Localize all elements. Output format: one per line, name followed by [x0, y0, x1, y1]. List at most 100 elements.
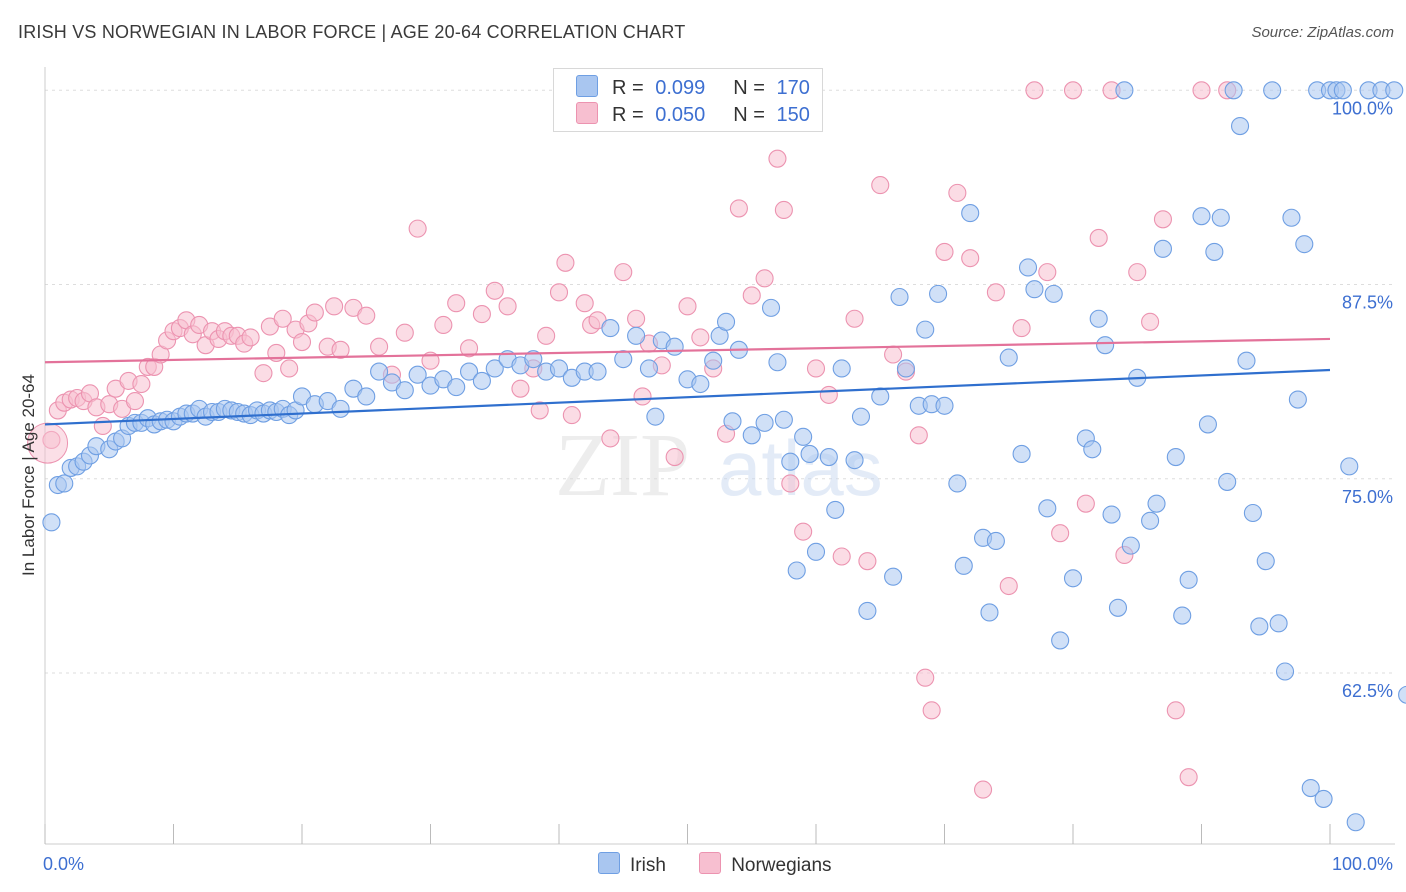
- norwegians-point: [678, 297, 697, 316]
- norwegians-point: [395, 323, 414, 342]
- irish-point: [1121, 536, 1140, 555]
- norwegians-point: [633, 387, 652, 406]
- norwegians-point: [1192, 81, 1211, 100]
- norwegians-point: [575, 294, 594, 313]
- x-tick-label-max: 100.0%: [1332, 854, 1393, 874]
- norwegians-point: [370, 337, 389, 356]
- norwegians-r-value: 0.050: [655, 104, 706, 126]
- norwegians-point: [530, 401, 549, 420]
- irish-point: [588, 362, 607, 381]
- irish-point: [1102, 505, 1121, 524]
- legend-item-irish[interactable]: Irish: [598, 852, 666, 877]
- irish-r-value: 0.099: [655, 77, 706, 99]
- irish-point: [999, 348, 1018, 367]
- irish-point: [357, 387, 376, 406]
- norwegians-point: [511, 379, 530, 398]
- irish-point: [800, 444, 819, 463]
- irish-point: [691, 374, 710, 394]
- norwegians-point: [1051, 524, 1070, 543]
- irish-point: [524, 350, 543, 369]
- norwegians-n-value: 150: [776, 104, 810, 126]
- irish-point: [1115, 81, 1134, 100]
- stats-row-irish: R = 0.099 N = 170: [576, 75, 810, 101]
- norwegians-point: [935, 242, 954, 261]
- irish-point: [614, 350, 633, 369]
- norwegians-point: [1038, 263, 1057, 282]
- norwegians-point: [948, 183, 967, 202]
- norwegians-point: [806, 359, 826, 378]
- stats-box: R = 0.099 N = 170 R = 0.050 N = 150: [553, 68, 823, 132]
- irish-point: [459, 362, 479, 381]
- y-tick-label: 100.0%: [1332, 98, 1393, 118]
- irish-point: [1173, 606, 1192, 625]
- legend-label-irish: Irish: [630, 855, 666, 876]
- norwegians-point: [132, 374, 151, 394]
- irish-point: [1333, 81, 1352, 100]
- irish-point: [1089, 309, 1108, 328]
- irish-point: [1166, 448, 1185, 467]
- irish-point: [761, 298, 781, 317]
- norwegians-point: [1166, 701, 1185, 720]
- norwegians-point: [273, 309, 292, 328]
- irish-point: [1288, 390, 1307, 409]
- irish-point: [395, 381, 414, 400]
- irish-point: [1012, 444, 1031, 463]
- irish-point: [1096, 336, 1115, 355]
- irish-point: [1198, 415, 1217, 434]
- irish-point: [884, 567, 903, 586]
- irish-point: [665, 337, 684, 356]
- legend-item-norwegians[interactable]: Norwegians: [699, 852, 832, 877]
- norwegians-point: [556, 253, 575, 272]
- irish-point: [1340, 457, 1359, 476]
- irish-point: [1153, 239, 1172, 258]
- irish-point: [768, 353, 787, 372]
- norwegians-point: [768, 149, 787, 168]
- irish-point: [331, 399, 350, 418]
- irish-point: [1051, 631, 1070, 650]
- irish-point: [916, 320, 935, 339]
- irish-point: [549, 359, 569, 378]
- irish-n-value: 170: [776, 77, 810, 99]
- norwegians-point: [357, 306, 376, 325]
- norwegians-point: [1076, 494, 1095, 513]
- irish-point: [639, 359, 659, 378]
- irish-point: [1243, 503, 1262, 523]
- norwegians-point: [447, 294, 466, 313]
- norwegians-r-label: R =: [612, 104, 644, 126]
- irish-point: [1218, 472, 1237, 491]
- irish-point: [871, 387, 890, 406]
- y-tick-label: 62.5%: [1342, 681, 1393, 701]
- irish-point: [1025, 280, 1044, 299]
- irish-point: [858, 601, 877, 620]
- norwegians-point: [986, 283, 1005, 302]
- norwegians-point: [498, 297, 517, 316]
- norwegians-point: [755, 269, 774, 288]
- norwegians-swatch: [576, 102, 598, 124]
- norwegians-point: [774, 200, 793, 220]
- norwegians-point: [421, 351, 440, 370]
- irish-point: [929, 284, 948, 303]
- norwegians-point: [325, 297, 344, 316]
- norwegians-point: [459, 339, 479, 358]
- norwegians-point: [794, 522, 813, 541]
- irish-point: [1301, 779, 1320, 798]
- norwegians-point: [691, 328, 710, 347]
- irish-point: [980, 603, 999, 622]
- irish-trend-line: [44, 368, 1331, 426]
- stats-row-norwegians: R = 0.050 N = 150: [576, 102, 810, 128]
- norwegians-point: [1012, 319, 1031, 338]
- norwegians-point-large: [27, 422, 69, 464]
- norwegians-point: [601, 429, 620, 448]
- norwegians-point: [973, 780, 993, 799]
- irish-point: [986, 531, 1005, 551]
- irish-point: [781, 452, 800, 471]
- irish-point: [1282, 208, 1301, 227]
- norwegians-point: [729, 199, 748, 218]
- irish-point: [447, 378, 466, 397]
- norwegians-n-label: N =: [733, 104, 765, 126]
- irish-point: [1275, 662, 1295, 681]
- norwegians-point: [254, 364, 273, 383]
- norwegians-point: [614, 263, 633, 282]
- norwegians-point: [472, 305, 491, 324]
- tick-labels: 100.0% 87.5% 75.0% 62.5% 0.0% 100.0%: [43, 98, 1393, 874]
